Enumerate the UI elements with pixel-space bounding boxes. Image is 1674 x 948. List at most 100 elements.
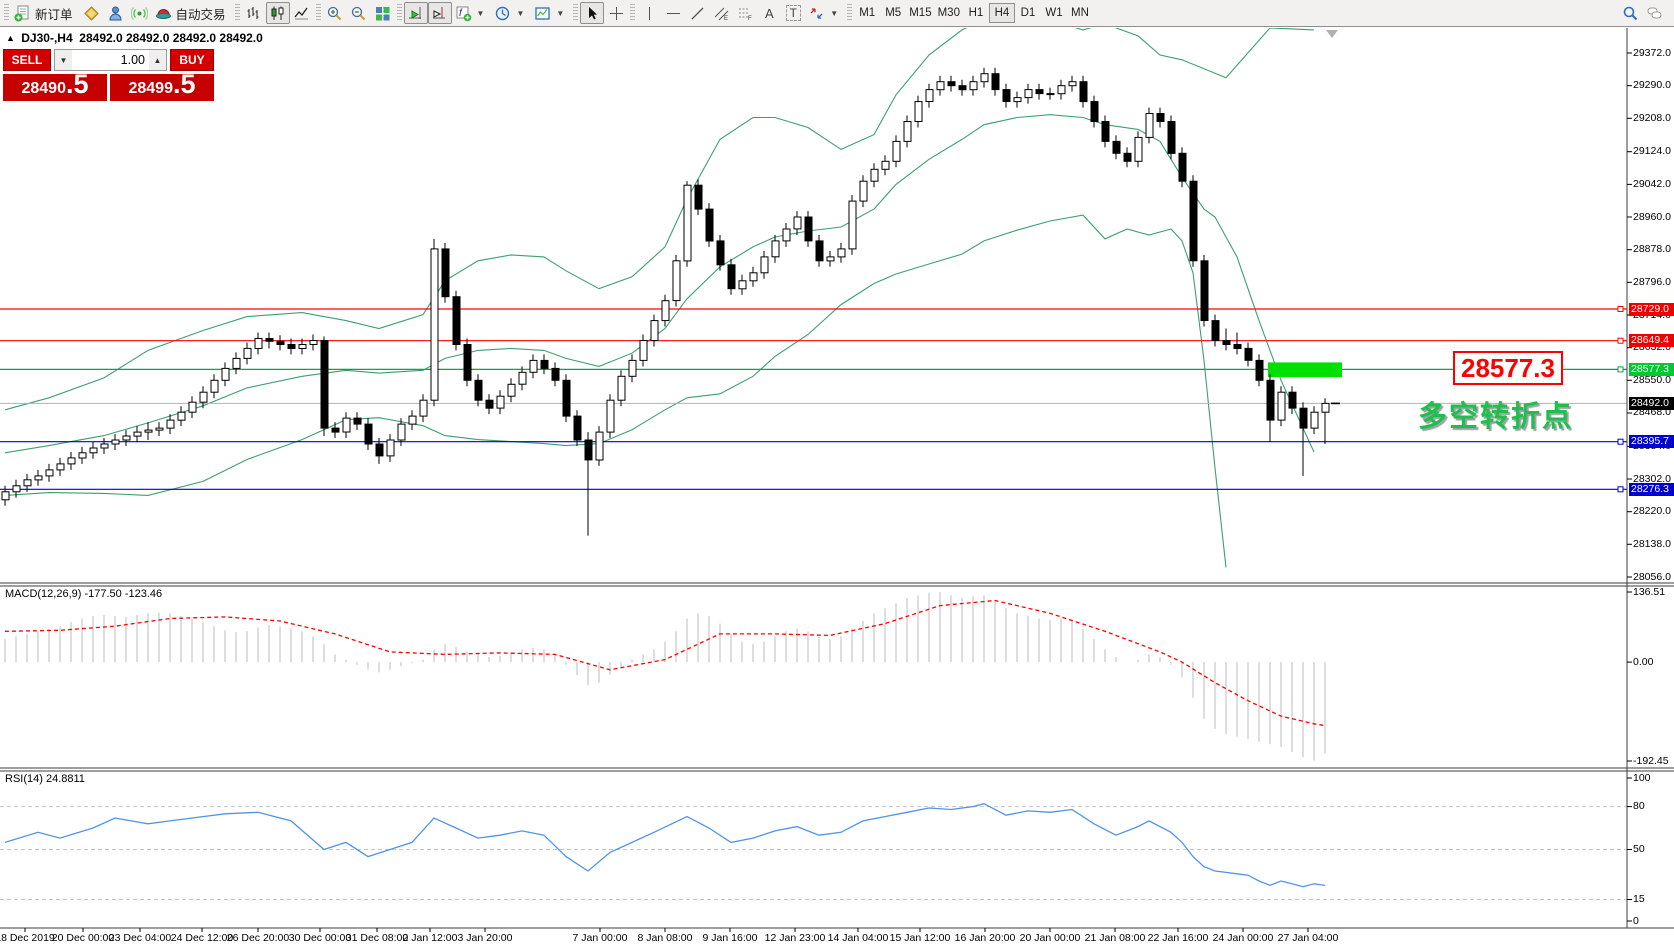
- buy-price[interactable]: 28499 .5: [110, 69, 214, 101]
- signal-icon: [131, 6, 149, 20]
- timeframe-d1-button[interactable]: D1: [1020, 7, 1036, 19]
- rsi-axis-tick-label: 100: [1633, 772, 1651, 784]
- time-axis-label: 20 Jan 00:00: [1019, 932, 1081, 944]
- buy-button[interactable]: BUY: [170, 49, 214, 71]
- cursor-button[interactable]: [580, 2, 605, 24]
- time-axis-label: 18 Dec 2019: [0, 932, 55, 944]
- text-tool-icon: A: [764, 5, 774, 21]
- volume-decrease-button[interactable]: ▼: [55, 50, 72, 70]
- toolbar-grip[interactable]: [396, 4, 402, 22]
- text-tool-button[interactable]: A: [757, 2, 781, 24]
- periods-clock-icon: [496, 6, 510, 20]
- horizontal-line-button[interactable]: [661, 2, 685, 24]
- macd-axis-tick-label: 0.00: [1633, 656, 1654, 668]
- zoom-out-button[interactable]: [347, 2, 371, 24]
- time-axis-label: 9 Jan 16:00: [702, 932, 758, 944]
- equidistant-channel-button[interactable]: E: [709, 2, 733, 24]
- timeframe-m5-button[interactable]: M5: [885, 7, 902, 19]
- arrows-icon: [810, 7, 823, 19]
- time-axis-label: 16 Jan 20:00: [954, 932, 1016, 944]
- price-axis-tick-label: 28796.0: [1633, 276, 1671, 288]
- price-axis-tick-label: 29042.0: [1633, 178, 1671, 190]
- candlestick-chart-button[interactable]: [265, 2, 290, 24]
- toolbar-grip[interactable]: [234, 4, 240, 22]
- hline-price-label: 28395.7: [1629, 435, 1674, 448]
- time-axis-label: 3 Jan 20:00: [457, 932, 513, 944]
- signal-button[interactable]: [128, 2, 152, 24]
- trendline-button[interactable]: [685, 2, 709, 24]
- crosshair-button[interactable]: [604, 2, 628, 24]
- chart-shift-icon: [433, 6, 446, 18]
- toolbar-grip[interactable]: [573, 4, 579, 22]
- timeframe-m1-button[interactable]: M1: [859, 7, 876, 19]
- hline-price-label: 28276.3: [1629, 483, 1674, 496]
- timeframe-m30-button[interactable]: M30: [937, 7, 960, 19]
- chat-button[interactable]: [1642, 2, 1666, 24]
- zoom-in-button[interactable]: [323, 2, 347, 24]
- rsi-axis-tick-label: 80: [1633, 800, 1645, 812]
- symbol-timeframe-label: DJ30-,H4: [21, 31, 73, 45]
- sell-button[interactable]: SELL: [3, 49, 51, 71]
- timeframe-h4-button[interactable]: H4: [988, 3, 1015, 23]
- crosshair-icon: [609, 6, 623, 20]
- time-axis-label: 2 Jan 12:00: [402, 932, 458, 944]
- buy-price-frac: .5: [172, 69, 196, 99]
- auto-scroll-icon: [409, 6, 422, 19]
- price-axis-tick-label: 28878.0: [1633, 243, 1671, 255]
- equidistant-channel-icon: E: [714, 7, 729, 22]
- search-button[interactable]: [1618, 2, 1642, 24]
- annotation-text[interactable]: 多空转折点: [1418, 401, 1574, 433]
- sell-price[interactable]: 28490 .5: [3, 71, 107, 101]
- volume-input[interactable]: [72, 50, 149, 70]
- chevron-down-icon: ▼: [556, 8, 565, 18]
- price-axis-tick-label: 28302.0: [1633, 473, 1671, 485]
- buy-price-main: 28499: [128, 80, 173, 97]
- indicators-button[interactable]: f ▼: [452, 2, 492, 24]
- volume-increase-button[interactable]: ▲: [149, 50, 166, 70]
- fibonacci-icon: F: [738, 8, 752, 22]
- autotrading-button[interactable]: 自动交易: [152, 2, 233, 24]
- vertical-line-button[interactable]: [637, 2, 661, 24]
- templates-button[interactable]: ▼: [531, 2, 571, 24]
- scroll-to-end-marker[interactable]: [1326, 30, 1338, 38]
- new-order-button[interactable]: 新订单: [11, 2, 80, 24]
- toolbar-grip[interactable]: [315, 4, 321, 22]
- candlestick-chart-icon: [271, 6, 284, 20]
- line-chart-button[interactable]: [290, 2, 314, 24]
- svg-text:F: F: [748, 16, 752, 22]
- fibonacci-button[interactable]: F: [733, 2, 757, 24]
- chart-title: ▲ DJ30-,H4 28492.0 28492.0 28492.0 28492…: [6, 31, 263, 45]
- toolbar-grip[interactable]: [4, 4, 9, 22]
- sell-price-main: 28490: [21, 80, 66, 97]
- ohlc-values: 28492.0 28492.0 28492.0 28492.0: [79, 31, 263, 45]
- auto-scroll-button[interactable]: [403, 2, 428, 24]
- chart-shift-button[interactable]: [427, 2, 452, 24]
- market-watch-button[interactable]: [104, 2, 128, 24]
- timeframe-m15-button[interactable]: M15: [909, 7, 932, 19]
- rsi-axis-tick-label: 0: [1633, 915, 1639, 927]
- timeframe-mn-button[interactable]: MN: [1071, 7, 1089, 19]
- timeframe-w1-button[interactable]: W1: [1045, 7, 1063, 19]
- toolbar-grip[interactable]: [630, 4, 636, 22]
- price-axis-tick-label: 29208.0: [1633, 112, 1671, 124]
- profile-button[interactable]: [80, 2, 104, 24]
- timeframe-h1-button[interactable]: H1: [968, 7, 984, 19]
- text-label-icon: T: [785, 5, 801, 21]
- time-axis-label: 31 Dec 08:00: [345, 932, 409, 944]
- tile-windows-button[interactable]: [371, 2, 395, 24]
- collapse-panel-icon[interactable]: ▲: [6, 33, 15, 43]
- toolbar-grip[interactable]: [847, 4, 853, 22]
- price-axis-tick-label: 28960.0: [1633, 211, 1671, 223]
- arrows-tool-button[interactable]: ▼: [805, 2, 845, 24]
- one-click-trading-panel: SELL ▼ ▲ BUY 28490 .5 28499 .5: [3, 49, 214, 101]
- time-axis-label: 30 Dec 00:00: [288, 932, 352, 944]
- text-label-tool-button[interactable]: T: [781, 2, 805, 24]
- periods-button[interactable]: ▼: [491, 2, 531, 24]
- time-axis-label: 21 Jan 08:00: [1084, 932, 1146, 944]
- price-callout-label[interactable]: 28577.3: [1453, 351, 1563, 385]
- new-order-label: 新订单: [35, 7, 73, 22]
- bar-chart-button[interactable]: [242, 2, 266, 24]
- indicators-add-icon: f: [456, 6, 471, 21]
